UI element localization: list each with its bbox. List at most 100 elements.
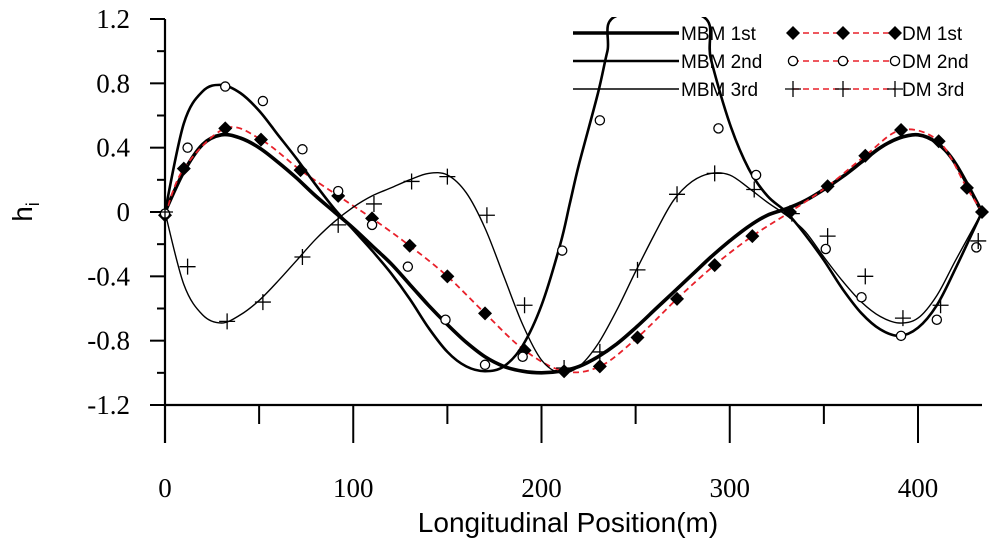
data-point-dm-1st <box>931 134 946 149</box>
legend-label: MBM 1st <box>681 24 757 45</box>
legend-label: DM 1st <box>902 24 963 45</box>
data-point-dm-1st <box>176 161 191 176</box>
data-point-dm-2nd <box>182 142 193 153</box>
data-point-dm-2nd <box>297 144 308 155</box>
data-point-dm-3rd <box>556 360 573 377</box>
data-point-dm-1st <box>440 269 455 284</box>
x-tick-label: 100 <box>333 473 374 503</box>
data-point-dm-3rd <box>706 165 723 182</box>
y-axis-title-main: h <box>7 206 38 222</box>
y-tick-label: 1.2 <box>96 4 130 34</box>
data-point-dm-3rd <box>783 205 800 222</box>
data-point-dm-3rd <box>819 228 836 245</box>
series-line-mbm-3rd <box>164 172 983 374</box>
data-point-dm-3rd <box>179 258 196 275</box>
data-point-dm-2nd <box>856 291 867 303</box>
y-axis-title-subscript: i <box>23 202 43 206</box>
data-point-dm-3rd <box>330 216 347 233</box>
data-point-dm-2nd <box>402 261 414 272</box>
data-point-dm-1st <box>820 179 835 194</box>
data-point-dm-3rd <box>516 297 533 314</box>
y-tick-label: 0.4 <box>96 133 130 163</box>
data-point-dm-2nd <box>440 314 451 326</box>
data-point-dm-2nd <box>556 245 568 256</box>
data-point-dm-2nd <box>219 81 231 92</box>
data-point-dm-1st <box>707 258 722 273</box>
data-point-dm-3rd <box>254 294 271 311</box>
legend-marker <box>786 26 800 40</box>
legend-marker <box>887 81 903 97</box>
curves <box>163 17 984 375</box>
axes: -1.2 -0.8 -0.4 0 0.4 0.8 1.2 0 100 200 300 400 <box>87 4 982 503</box>
data-point-dm-1st <box>254 132 269 147</box>
data-point-dm-3rd <box>294 249 311 266</box>
data-point-dm-3rd <box>403 173 420 190</box>
x-tick-label: 200 <box>521 473 562 503</box>
data-point-dm-3rd <box>894 310 911 327</box>
legend: MBM 1st DM 1st MBM 2nd DM 2nd MBM 3rd DM 3rd <box>573 24 969 101</box>
data-point-dm-1st <box>670 291 685 306</box>
data-point-dm-2nd <box>895 330 907 342</box>
data-point-dm-1st <box>782 205 797 219</box>
data-point-dm-3rd <box>219 313 236 330</box>
y-tick-label: 0 <box>117 197 131 227</box>
data-point-dm-2nd <box>594 115 606 126</box>
legend-label: MBM 3rd <box>681 80 758 101</box>
legend-label: DM 3rd <box>902 80 964 101</box>
data-point-dm-1st <box>858 148 873 163</box>
y-tick-label: -0.8 <box>87 326 130 356</box>
data-point-dm-3rd <box>157 204 173 220</box>
data-point-dm-2nd <box>931 314 943 326</box>
data-point-dm-3rd <box>857 268 874 285</box>
data-point-dm-3rd <box>478 207 495 224</box>
legend-marker <box>889 55 901 67</box>
data-point-dm-3rd <box>970 232 987 249</box>
data-point-dm-2nd <box>479 359 491 371</box>
data-point-dm-3rd <box>591 343 608 360</box>
data-point-dm-1st <box>218 121 233 136</box>
series-line-mbm-2nd <box>163 17 984 373</box>
legend-label: MBM 2nd <box>681 52 762 73</box>
data-point-dm-3rd <box>669 186 686 203</box>
data-point-dm-2nd <box>332 185 344 197</box>
data-point-dm-1st <box>478 306 493 321</box>
data-point-dm-3rd <box>629 261 646 278</box>
data-point-dm-1st <box>894 122 909 137</box>
data-point-dm-2nd <box>366 219 378 231</box>
x-tick-label: 300 <box>709 473 750 503</box>
data-point-dm-1st <box>975 205 989 219</box>
data-point-dm-1st <box>959 180 974 195</box>
series-line-mbm-1st <box>163 132 984 375</box>
x-axis-title: Longitudinal Position(m) <box>418 507 718 538</box>
legend-marker <box>785 81 801 97</box>
legend-marker <box>787 55 799 67</box>
data-point-dm-1st <box>745 229 760 244</box>
markers <box>157 81 989 379</box>
data-point-dm-3rd <box>439 168 456 185</box>
data-point-dm-2nd <box>517 351 528 362</box>
data-point-dm-1st <box>630 330 645 345</box>
legend-marker <box>836 26 850 40</box>
y-tick-label: -0.4 <box>87 261 130 291</box>
x-tick-label: 0 <box>158 473 172 503</box>
legend-marker <box>835 81 851 97</box>
legend-label: DM 2nd <box>902 52 969 73</box>
data-point-dm-2nd <box>971 242 982 253</box>
y-tick-label: 0.8 <box>96 68 130 98</box>
x-tick-label: 400 <box>898 473 939 503</box>
data-point-dm-2nd <box>713 123 724 134</box>
data-point-dm-1st <box>402 238 417 253</box>
data-point-dm-1st <box>293 163 308 178</box>
data-point-dm-3rd <box>365 195 382 212</box>
data-point-dm-3rd <box>746 181 763 198</box>
legend-marker <box>888 26 902 40</box>
data-point-dm-1st <box>592 359 607 374</box>
data-point-dm-2nd <box>820 243 832 255</box>
data-point-dm-3rd <box>932 297 949 314</box>
y-tick-label: -1.2 <box>87 390 130 420</box>
data-point-dm-2nd <box>257 95 269 107</box>
legend-marker <box>837 55 849 67</box>
data-point-dm-2nd <box>750 169 762 181</box>
y-axis-title: hi <box>7 202 43 222</box>
